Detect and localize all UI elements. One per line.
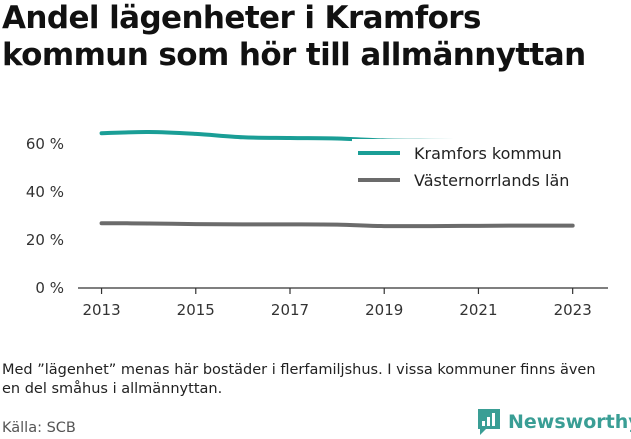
x-tick-label: 2023 [554, 301, 592, 319]
x-tick-label: 2017 [271, 301, 309, 319]
chart-title: Andel lägenheter i Kramfors kommun som h… [2, 0, 586, 73]
line-chart: 0 % 20 % 40 % 60 % 2013 2015 2017 2019 2021 2023… [26, 129, 608, 319]
chart-note: Med ”lägenhet” menas här bostäder i fler… [2, 362, 596, 397]
x-tick-label: 2021 [459, 301, 497, 319]
legend-label: Kramfors kommun [414, 144, 562, 163]
source-label: Källa: SCB [2, 420, 76, 436]
x-tick-label: 2013 [82, 301, 120, 319]
x-tick-label: 2019 [365, 301, 403, 319]
y-tick-label: 60 % [26, 135, 64, 153]
y-tick-label: 40 % [26, 183, 64, 201]
y-axis: 0 % 20 % 40 % 60 % [26, 135, 64, 297]
newsworthy-logo-icon [478, 409, 500, 435]
x-axis: 2013 2015 2017 2019 2021 2023 [78, 287, 608, 319]
legend: Kramfors kommun Västernorrlands län [352, 139, 598, 190]
legend-label: Västernorrlands län [414, 171, 569, 190]
y-tick-label: 20 % [26, 231, 64, 249]
y-tick-label: 0 % [35, 279, 64, 297]
brand-name: Newsworthy [508, 411, 631, 433]
brand-logo: Newsworthy [476, 406, 631, 438]
x-tick-label: 2015 [177, 301, 215, 319]
series-line [99, 221, 575, 229]
